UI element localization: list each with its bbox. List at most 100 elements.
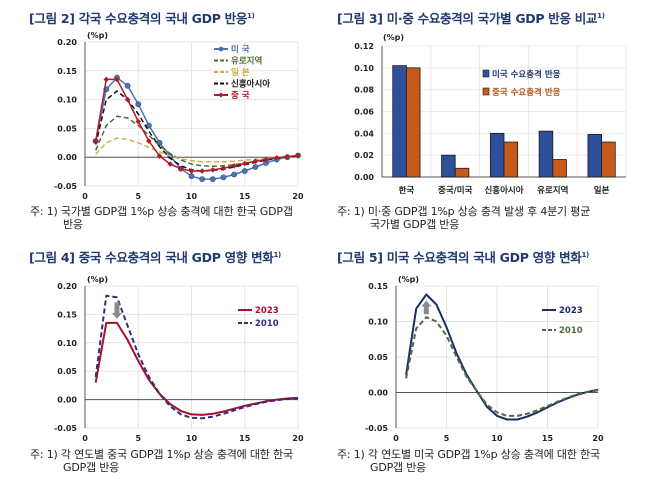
legend-label-1: 유로지역 bbox=[231, 56, 262, 67]
category-label: 중국/미국 bbox=[438, 185, 473, 196]
figure-4-line-chart: 0.20 0.15 0.10 0.05 0.00 -0.05 0 5 10 15 20 (%p) 202… bbox=[54, 275, 304, 443]
y-tick-label: 0.00 bbox=[354, 173, 374, 182]
figure-3-note-line2: 국가별 GDP갭 반응 bbox=[370, 218, 460, 231]
y-axis-unit-label: (%p) bbox=[87, 31, 108, 40]
data-point bbox=[231, 171, 237, 178]
y-tick-label: 0.05 bbox=[57, 367, 77, 376]
legend-label-0: 미국 수요충격 반응 bbox=[492, 69, 561, 80]
category-label: 유로지역 bbox=[537, 185, 568, 196]
data-point bbox=[135, 118, 142, 125]
figure-3-title-text: [그림 3] 미·중 수요충격의 국가별 GDP 반응 비교 bbox=[337, 11, 598, 26]
x-tick-label: 15 bbox=[239, 434, 251, 443]
data-point bbox=[167, 161, 173, 167]
bar-0 bbox=[392, 65, 407, 178]
y-tick-label: 0.20 bbox=[57, 38, 77, 47]
legend-label-0: 2023 bbox=[255, 306, 279, 316]
y-tick-label: 0.15 bbox=[368, 282, 388, 291]
legend-swatch-0 bbox=[482, 69, 490, 78]
figure-5-note: 주: 1) 각 연도별 미국 GDP갭 1%p 상승 충격에 대한 한국 GDP… bbox=[337, 448, 600, 474]
bar-0 bbox=[441, 154, 456, 178]
data-point bbox=[199, 176, 206, 182]
figure-3-note-line1: 주: 1) 미·중 GDP갭 1%p 상승 충격 발생 후 4분기 평균 bbox=[337, 205, 591, 218]
y-tick-label: -0.05 bbox=[54, 182, 77, 191]
y-tick-label: 0.00 bbox=[57, 396, 77, 405]
figure-4-title-footnote: 1) bbox=[273, 250, 281, 259]
figure-2-title-footnote: 1) bbox=[247, 11, 255, 20]
legend-label-2: 일 본 bbox=[231, 67, 250, 78]
data-point bbox=[241, 168, 248, 174]
figure-5-note-line2: GDP갭 반응 bbox=[370, 461, 427, 474]
up-arrow-icon bbox=[421, 300, 432, 315]
bar-1 bbox=[503, 141, 519, 178]
x-tick-label: 10 bbox=[491, 434, 503, 443]
legend-label-0: 미 국 bbox=[231, 44, 250, 55]
figure-4-note-line1: 주: 1) 각 연도별 중국 GDP갭 1%p 상승 충격에 대한 한국 bbox=[30, 448, 293, 461]
y-tick-label: 0.10 bbox=[57, 96, 77, 105]
y-tick-label: 0.12 bbox=[354, 42, 374, 51]
legend-label-1: 2010 bbox=[255, 319, 279, 329]
data-point bbox=[231, 163, 237, 169]
figure-4-title: [그림 4] 중국 수요충격의 국내 GDP 영향 변화1) bbox=[29, 247, 281, 266]
y-tick-label: 0.10 bbox=[57, 339, 77, 348]
bar-1 bbox=[454, 167, 470, 178]
data-point bbox=[103, 76, 110, 83]
figure-3-title-footnote: 1) bbox=[597, 11, 605, 20]
y-tick-label: 0.15 bbox=[57, 310, 77, 319]
figure-5-title: [그림 5] 미국 수요충격의 국내 GDP 영향 변화1) bbox=[337, 247, 589, 266]
legend-label-4: 중 국 bbox=[231, 91, 250, 101]
data-point bbox=[145, 122, 152, 129]
y-tick-label: 0.15 bbox=[57, 67, 77, 76]
data-point bbox=[241, 160, 248, 167]
bar-1 bbox=[552, 159, 567, 178]
data-point bbox=[273, 154, 280, 161]
figure-4-note: 주: 1) 각 연도별 중국 GDP갭 1%p 상승 충격에 대한 한국 GDP… bbox=[30, 448, 293, 474]
x-tick-label: 10 bbox=[186, 434, 198, 443]
legend-label-3: 신흥아시아 bbox=[231, 79, 270, 90]
y-tick-label: 0.05 bbox=[57, 124, 77, 133]
y-tick-label: 0.20 bbox=[57, 282, 77, 291]
figure-2-note: 주: 1) 국가별 GDP갭 1%p 상승 충격에 대한 한국 GDP갭 반응 bbox=[30, 205, 293, 231]
data-point bbox=[178, 165, 184, 172]
data-point bbox=[252, 158, 259, 165]
data-point bbox=[263, 156, 269, 163]
legend-marker bbox=[218, 92, 224, 98]
data-point bbox=[124, 96, 131, 103]
series-line-1 bbox=[405, 316, 599, 417]
y-tick-label: -0.05 bbox=[365, 424, 388, 433]
data-point bbox=[220, 165, 227, 171]
category-label: 일본 bbox=[594, 185, 610, 196]
data-point bbox=[199, 168, 205, 174]
x-tick-label: 0 bbox=[393, 434, 399, 443]
bar-0 bbox=[489, 132, 505, 178]
figure-5-note-line1: 주: 1) 각 연도별 미국 GDP갭 1%p 상승 충격에 대한 한국 bbox=[337, 448, 600, 461]
figure-4-title-text: [그림 4] 중국 수요충격의 국내 GDP 영향 변화 bbox=[29, 250, 274, 265]
data-point bbox=[210, 167, 216, 173]
series-line-1 bbox=[94, 294, 299, 420]
y-tick-label: 0.08 bbox=[354, 86, 374, 95]
x-tick-label: 5 bbox=[135, 192, 141, 201]
figure-2-note-line2: 반응 bbox=[63, 218, 83, 231]
data-point bbox=[252, 164, 259, 170]
y-axis-unit-label: (%p) bbox=[383, 33, 404, 42]
data-point bbox=[284, 153, 291, 160]
down-arrow-icon bbox=[111, 302, 122, 319]
figure-2-line-chart: 0.20 0.15 0.10 0.05 0.00 -0.05 0 5 10 15 20 (%p) 미 국… bbox=[54, 31, 304, 201]
legend-label-0: 2023 bbox=[559, 306, 583, 316]
y-axis-unit-label: (%p) bbox=[398, 275, 419, 284]
data-point bbox=[209, 176, 216, 182]
y-tick-label: 0.00 bbox=[368, 389, 388, 398]
series-line-0 bbox=[94, 321, 299, 416]
x-tick-label: 5 bbox=[444, 434, 450, 443]
data-point bbox=[156, 153, 163, 159]
y-tick-label: 0.00 bbox=[57, 153, 77, 162]
x-tick-label: 5 bbox=[135, 434, 141, 443]
legend-swatch-1 bbox=[482, 87, 490, 96]
x-tick-label: 15 bbox=[239, 192, 251, 201]
legend-marker bbox=[218, 46, 224, 52]
data-point bbox=[135, 101, 142, 108]
figure-2-title-text: [그림 2] 각국 수요충격의 국내 GDP 반응 bbox=[29, 11, 248, 26]
figure-3-note: 주: 1) 미·중 GDP갭 1%p 상승 충격 발생 후 4분기 평균 국가별… bbox=[337, 205, 590, 231]
figure-3-title: [그림 3] 미·중 수요충격의 국가별 GDP 반응 비교1) bbox=[337, 8, 605, 27]
x-tick-label: 15 bbox=[542, 434, 554, 443]
series-line-2 bbox=[95, 137, 299, 163]
